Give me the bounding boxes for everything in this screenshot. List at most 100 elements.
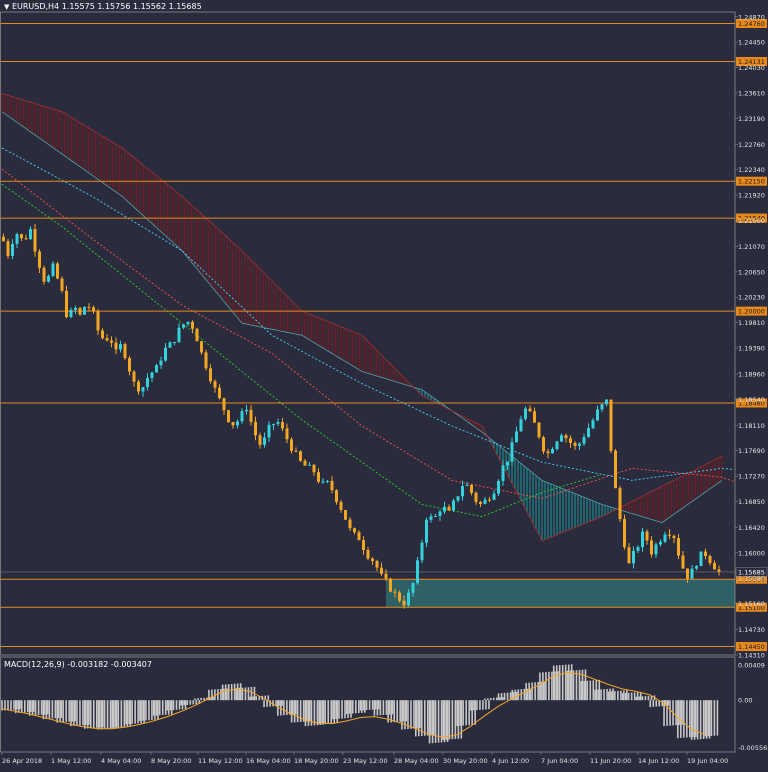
candle-body (56, 263, 59, 279)
support-zone (386, 579, 735, 608)
candle-body (429, 516, 433, 520)
candle-body (488, 499, 491, 501)
candle-body (560, 435, 563, 442)
price-tick-label: 1.14730 (738, 626, 765, 634)
candle-body (317, 472, 320, 482)
candle-body (290, 439, 293, 451)
triangle-down-icon[interactable]: ▼ (4, 3, 10, 11)
price-tick-label: 1.23190 (738, 115, 765, 123)
candle-body (614, 450, 617, 489)
candle-body (510, 442, 514, 462)
price-tick-label: 1.24450 (738, 39, 765, 47)
candle-body (209, 368, 212, 382)
candle-body (537, 422, 541, 438)
candle-body (191, 321, 194, 329)
candle-body (186, 321, 190, 325)
level-price-label: 1.24760 (738, 20, 765, 28)
candle-body (281, 422, 284, 429)
candle-body (600, 404, 604, 410)
candle-body (456, 496, 460, 501)
candle-body (380, 567, 383, 574)
candle-body (506, 461, 509, 466)
candle-body (321, 481, 325, 483)
candle-body (465, 484, 469, 486)
candle-body (645, 531, 649, 541)
candle-body (276, 422, 280, 425)
price-tick-label: 1.18960 (738, 370, 765, 378)
price-tick-label: 1.18110 (738, 422, 765, 430)
candle-body (33, 229, 37, 252)
candle-body (38, 251, 41, 268)
candle-body (146, 377, 149, 388)
macd-tick-label: 0.00 (738, 697, 752, 705)
candle-body (123, 344, 127, 359)
level-price-tag (736, 213, 767, 223)
candle-body (474, 492, 478, 503)
candle-body (587, 428, 590, 438)
candle-body (96, 311, 100, 331)
candle-body (155, 365, 158, 373)
time-tick-label: 4 May 04:00 (101, 757, 141, 765)
candle-body (569, 438, 572, 443)
candle-body (150, 372, 154, 378)
candle-body (47, 275, 50, 282)
candle-body (677, 538, 680, 556)
level-price-tag (736, 602, 767, 612)
candle-body (609, 399, 613, 451)
candle-body (578, 443, 581, 446)
candle-body (686, 568, 689, 579)
candle-body (335, 490, 338, 502)
macd-tick-label: 0.00409 (738, 661, 765, 669)
candle-body (402, 600, 406, 606)
price-tick-label: 1.22760 (738, 141, 765, 149)
candle-body (384, 573, 388, 579)
candle-body (564, 435, 568, 439)
candle-body (330, 480, 334, 491)
candle-body (492, 493, 496, 500)
level-price-label: 1.20000 (738, 308, 765, 316)
candle-body (177, 327, 181, 342)
candle-body (353, 528, 356, 533)
candle-body (479, 502, 482, 504)
candle-body (231, 421, 235, 426)
price-tick-label: 1.21920 (738, 192, 765, 200)
level-price-tag (736, 306, 767, 316)
candle-body (632, 550, 635, 564)
candle-body (447, 506, 451, 511)
candle-body (245, 409, 248, 412)
candle-body (681, 555, 685, 569)
candle-body (101, 330, 104, 339)
candle-body (528, 408, 532, 412)
candle-body (326, 480, 329, 482)
candle-body (24, 238, 28, 240)
candle-body (659, 541, 662, 545)
candle-body (398, 592, 401, 601)
candle-body (546, 451, 550, 454)
candle-body (501, 465, 505, 481)
candle-body (497, 480, 500, 494)
candle-body (15, 234, 19, 244)
time-tick-label: 7 Jun 04:00 (541, 757, 578, 765)
price-tick-label: 1.23610 (738, 89, 765, 97)
candle-body (690, 568, 694, 579)
price-tick-label: 1.24030 (738, 64, 765, 72)
candle-body (69, 310, 73, 317)
candle-body (258, 435, 262, 445)
candle-body (357, 532, 361, 541)
price-tick-label: 1.20230 (738, 294, 765, 302)
candle-body (308, 464, 311, 466)
candle-body (438, 511, 442, 516)
candle-body (668, 534, 671, 536)
macd-pane-frame (0, 656, 736, 753)
candle-body (573, 442, 577, 446)
candle-body (366, 549, 370, 559)
candle-body (213, 381, 217, 388)
level-price-tag (736, 642, 767, 652)
candle-body (272, 424, 275, 426)
time-tick-label: 1 May 12:00 (51, 757, 91, 765)
candle-body (173, 341, 176, 343)
candle-body (6, 241, 10, 256)
candle-body (605, 399, 608, 405)
